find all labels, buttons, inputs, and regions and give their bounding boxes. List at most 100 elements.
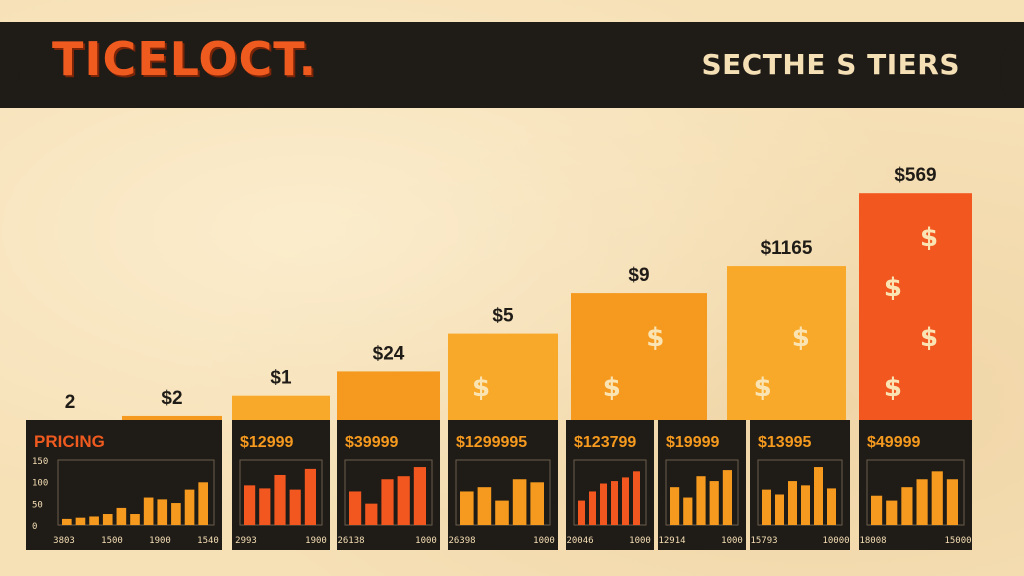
mini-chart-frame — [573, 459, 647, 526]
tier-value-label: $5 — [492, 306, 514, 327]
dollar-sign-icon: $ — [792, 323, 810, 353]
grunge-decoration — [0, 36, 20, 96]
mini-bar — [633, 471, 640, 525]
tier-value-label: $1 — [270, 368, 292, 389]
mini-bar — [611, 481, 618, 525]
panel-title: $39999 — [345, 434, 398, 451]
mini-bar — [460, 491, 474, 525]
grunge-decoration — [1000, 40, 1024, 104]
tier-bar — [122, 415, 222, 420]
mini-bar — [349, 491, 362, 525]
panel-title: $49999 — [867, 434, 920, 451]
mini-bar — [801, 485, 810, 525]
mini-y-tick-label: 0 — [32, 522, 37, 532]
mini-x-tick-label: 10000 — [822, 536, 849, 546]
mini-bar — [198, 482, 208, 525]
mini-x-tick-label: 15793 — [750, 536, 777, 546]
mini-bar — [814, 467, 823, 525]
mini-x-tick-label: 1540 — [197, 536, 219, 546]
mini-bar — [171, 503, 181, 525]
mini-bar — [946, 479, 958, 525]
mini-bar — [89, 516, 99, 525]
pricing-panel — [750, 420, 850, 550]
panel-title: $123799 — [574, 434, 636, 451]
mini-bar — [886, 500, 898, 525]
mini-bar — [62, 518, 72, 525]
mini-x-tick-label: 1000 — [721, 536, 743, 546]
mini-bar — [916, 479, 928, 525]
mini-bar — [274, 474, 286, 525]
mini-bar — [775, 494, 784, 525]
panel-title: $1299995 — [456, 434, 527, 451]
mini-bar — [600, 483, 607, 525]
mini-bar — [589, 491, 596, 525]
mini-bar — [397, 476, 410, 525]
mini-bar — [722, 470, 732, 525]
mini-x-tick-label: 1500 — [101, 536, 123, 546]
mini-x-tick-label: 20046 — [566, 536, 593, 546]
mini-bar — [931, 471, 943, 525]
mini-bar — [413, 467, 426, 525]
mini-x-tick-label: 1900 — [149, 536, 171, 546]
mini-chart-frame — [757, 459, 843, 526]
brand-title: TICELOCT. — [52, 32, 318, 86]
dollar-sign-icon: $ — [884, 373, 902, 403]
mini-bar — [622, 477, 629, 525]
mini-bar — [530, 482, 544, 525]
panel-title: $12999 — [240, 434, 293, 451]
mini-x-tick-label: 1000 — [533, 536, 555, 546]
mini-bar — [495, 500, 509, 525]
mini-bar — [827, 488, 836, 525]
panel-title: PRICING — [34, 432, 105, 451]
dollar-sign-icon: $ — [920, 223, 938, 253]
tier-value-label: $1165 — [761, 238, 813, 259]
mini-bar — [102, 514, 113, 525]
header-band — [0, 22, 1024, 108]
mini-chart-frame — [866, 459, 965, 526]
tier-value-label: 2 — [65, 392, 76, 413]
mini-bar — [116, 507, 127, 525]
tier-value-label: $9 — [628, 265, 649, 286]
mini-bar — [143, 497, 154, 525]
mini-x-tick-label: 1000 — [629, 536, 651, 546]
dollar-sign-icon: $ — [603, 373, 621, 403]
mini-bar — [901, 487, 913, 525]
dollar-sign-icon: $ — [646, 323, 664, 353]
mini-bar — [477, 487, 492, 525]
mini-bar — [157, 499, 168, 525]
tier-bar — [571, 293, 707, 420]
mini-y-tick-label: 50 — [32, 500, 43, 510]
mini-bar — [289, 489, 301, 525]
mini-bar — [184, 489, 195, 525]
mini-x-tick-label: 26398 — [448, 536, 475, 546]
mini-bar — [130, 514, 140, 525]
dollar-sign-icon: $ — [920, 323, 938, 353]
mini-bar — [578, 500, 585, 525]
tier-bar — [337, 371, 440, 420]
mini-bar — [304, 468, 316, 525]
tier-value-label: $24 — [373, 343, 405, 364]
mini-y-tick-label: 100 — [32, 479, 48, 489]
mini-bar — [788, 481, 797, 525]
pricing-panel — [26, 420, 222, 550]
mini-bar — [381, 479, 394, 525]
mini-y-tick-label: 150 — [32, 457, 48, 467]
tier-bar — [859, 193, 972, 420]
dollar-sign-icon: $ — [472, 373, 490, 403]
mini-bar — [365, 503, 378, 525]
mini-x-tick-label: 2993 — [235, 536, 257, 546]
mini-bar — [683, 497, 693, 525]
mini-bar — [762, 489, 771, 525]
mini-bar — [244, 485, 256, 525]
tier-bar — [232, 395, 330, 420]
mini-bar — [512, 479, 527, 525]
panel-title: $19999 — [666, 434, 719, 451]
tier-bar — [727, 266, 846, 420]
mini-x-tick-label: 1900 — [305, 536, 327, 546]
mini-x-tick-label: 26138 — [337, 536, 364, 546]
dollar-sign-icon: $ — [754, 373, 772, 403]
mini-bar — [696, 476, 706, 525]
dollar-sign-icon: $ — [884, 273, 902, 303]
tier-value-label: $569 — [894, 165, 936, 186]
